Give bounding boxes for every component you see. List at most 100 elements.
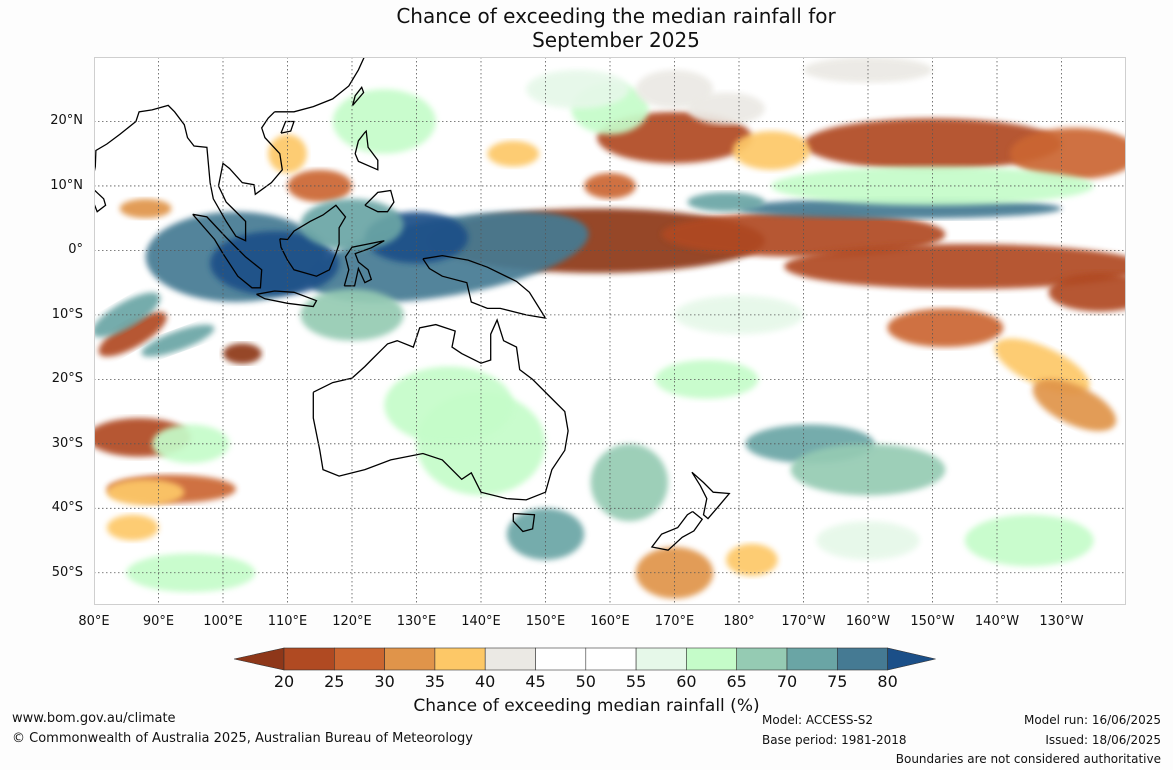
colorbar-tick-label: 70	[776, 672, 798, 691]
longitude-label: 170°E	[654, 614, 695, 629]
colorbar-segment	[334, 647, 385, 671]
colorbar-tick-label: 30	[374, 672, 395, 691]
colorbar-min-arrow	[234, 647, 285, 671]
probability-shading	[94, 57, 1126, 599]
coastline	[343, 240, 385, 287]
colorbar-tick-label: 60	[676, 672, 697, 691]
latitude-label: 30°S	[51, 435, 83, 451]
coastline	[364, 189, 395, 213]
shaded-region	[287, 169, 352, 203]
rainfall-map	[94, 57, 1126, 605]
colorbar-segment	[535, 647, 587, 671]
shaded-region	[784, 243, 1126, 290]
coastline	[256, 290, 318, 308]
latitude-label: 40°S	[51, 500, 83, 516]
colorbar-tick-label: 35	[424, 672, 446, 691]
model-name: Model: ACCESS-S2	[762, 713, 874, 727]
shaded-region	[526, 69, 630, 109]
longitude-label: 150°W	[910, 614, 955, 629]
shaded-region	[1032, 379, 1117, 432]
shaded-region	[687, 192, 765, 212]
longitude-label: 150°E	[525, 614, 566, 629]
coastline	[192, 213, 263, 289]
map-title-line1: Chance of exceeding the median rainfall …	[396, 4, 836, 28]
coastline	[691, 471, 731, 520]
longitude-label: 170°W	[781, 614, 826, 629]
longitude-label: 160°E	[590, 614, 630, 629]
colorbar-segment	[434, 647, 486, 671]
shaded-region	[1009, 127, 1126, 180]
colorbar-segment	[484, 647, 536, 671]
coastline	[94, 57, 366, 242]
coastline	[512, 512, 536, 533]
shaded-region	[300, 198, 404, 251]
shaded-region	[223, 343, 262, 364]
coastline	[351, 85, 365, 106]
shaded-region	[487, 140, 540, 167]
colorbar-segment	[585, 647, 637, 671]
colorbar-segment	[384, 647, 436, 671]
latitude-label: 20°N	[50, 113, 83, 129]
shaded-region	[300, 289, 404, 341]
boundaries-disclaimer: Boundaries are not considered authoritat…	[895, 752, 1161, 766]
shaded-region	[964, 514, 1094, 567]
rainfall-map-canvas	[94, 57, 1126, 605]
shaded-region	[994, 338, 1090, 395]
latitude-label: 10°S	[51, 306, 83, 322]
colorbar-tick-label: 25	[324, 672, 345, 691]
shaded-region	[141, 324, 215, 357]
colorbar-tick-label: 75	[827, 672, 848, 691]
map-frame	[94, 57, 1126, 605]
latitude-label: 20°S	[51, 371, 83, 387]
colorbar-segment	[635, 647, 687, 671]
shaded-region	[887, 308, 1004, 348]
coastline	[354, 129, 379, 171]
map-title-line2: September 2025	[532, 28, 700, 52]
longitude-label: 180°	[723, 614, 755, 629]
colorbar-label: Chance of exceeding median rainfall (%)	[413, 696, 760, 716]
longitude-label: 130°E	[396, 614, 437, 629]
latitude-label: 0°	[68, 242, 83, 258]
model-run-date: Model run: 16/06/2025	[1023, 713, 1161, 727]
colorbar-tick-label: 55	[625, 672, 647, 691]
shaded-region	[1048, 272, 1126, 312]
longitude-label: 130°W	[1039, 614, 1084, 629]
coastline	[312, 318, 569, 501]
longitude-label: 160°W	[845, 614, 891, 629]
colorbar-tick-label: 50	[575, 672, 596, 691]
colorbar-tick-label: 40	[475, 672, 496, 691]
shaded-region	[106, 479, 185, 506]
colorbar-segment	[836, 647, 888, 671]
colorbar	[234, 647, 936, 671]
copyright-text: © Commonwealth of Australia 2025, Austra…	[12, 731, 473, 746]
longitude-label: 120°E	[332, 614, 372, 629]
latitude-label: 50°S	[51, 564, 83, 580]
map-title: Chance of exceeding the median rainfall …	[0, 4, 1173, 52]
shaded-region	[384, 366, 514, 444]
colorbar-tick-label: 80	[877, 672, 898, 691]
longitude-label: 140°E	[461, 614, 501, 629]
longitude-label: 100°E	[203, 614, 243, 629]
website-link[interactable]: www.bom.gov.au/climate	[12, 711, 176, 726]
longitude-label: 140°W	[974, 614, 1020, 629]
gridlines	[94, 57, 1126, 605]
issued-date: Issued: 18/06/2025	[1045, 733, 1161, 747]
colorbar-segment	[283, 647, 335, 671]
shaded-region	[816, 521, 920, 560]
shaded-region	[332, 89, 436, 154]
colorbar-segment	[786, 647, 838, 671]
colorbar-segment	[686, 647, 737, 671]
longitude-label: 90°E	[142, 614, 175, 629]
longitude-label: 110°E	[267, 614, 308, 629]
colorbar-segment	[736, 647, 788, 671]
coastline	[279, 204, 347, 277]
coastline	[650, 510, 704, 551]
colorbar-tick-label: 20	[273, 672, 295, 691]
base-period: Base period: 1981-2018	[762, 733, 907, 747]
shaded-region	[590, 443, 669, 522]
shaded-region	[687, 92, 765, 125]
shaded-region	[732, 131, 810, 170]
colorbar-tick-label: 65	[726, 672, 747, 691]
shaded-region	[106, 514, 159, 541]
longitude-label: 80°E	[78, 614, 110, 629]
